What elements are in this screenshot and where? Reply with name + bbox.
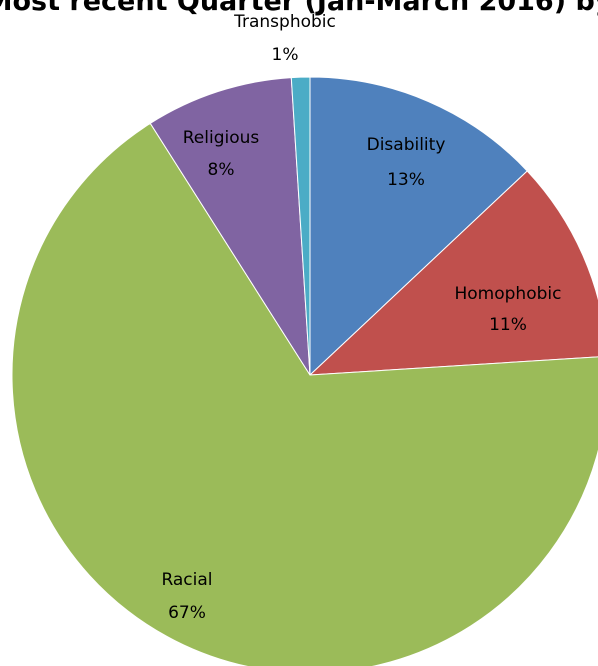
- pie-slice-racial: [11, 122, 598, 666]
- slice-percent-homophobic: 11%: [489, 315, 527, 335]
- slice-percent-disability: 13%: [387, 170, 425, 190]
- slice-label-transphobic: Transphobic: [233, 12, 336, 32]
- slice-percent-racial: 67%: [168, 603, 206, 623]
- slice-label-homophobic: Homophobic: [455, 284, 562, 304]
- slice-percent-transphobic: 1%: [272, 45, 299, 65]
- pie-slice-homophobic: [308, 170, 598, 376]
- slice-label-disability: Disability: [367, 135, 446, 155]
- chart-title: Most recent Quarter (Jan-March 2016) by: [0, 0, 598, 17]
- pie-slice-transphobic: [290, 76, 311, 376]
- pie-slice-disability: [309, 76, 528, 377]
- slice-label-religious: Religious: [183, 128, 260, 148]
- slice-percent-religious: 8%: [208, 160, 235, 180]
- pie-slice-religious: [149, 77, 311, 376]
- slice-label-racial: Racial: [161, 570, 212, 590]
